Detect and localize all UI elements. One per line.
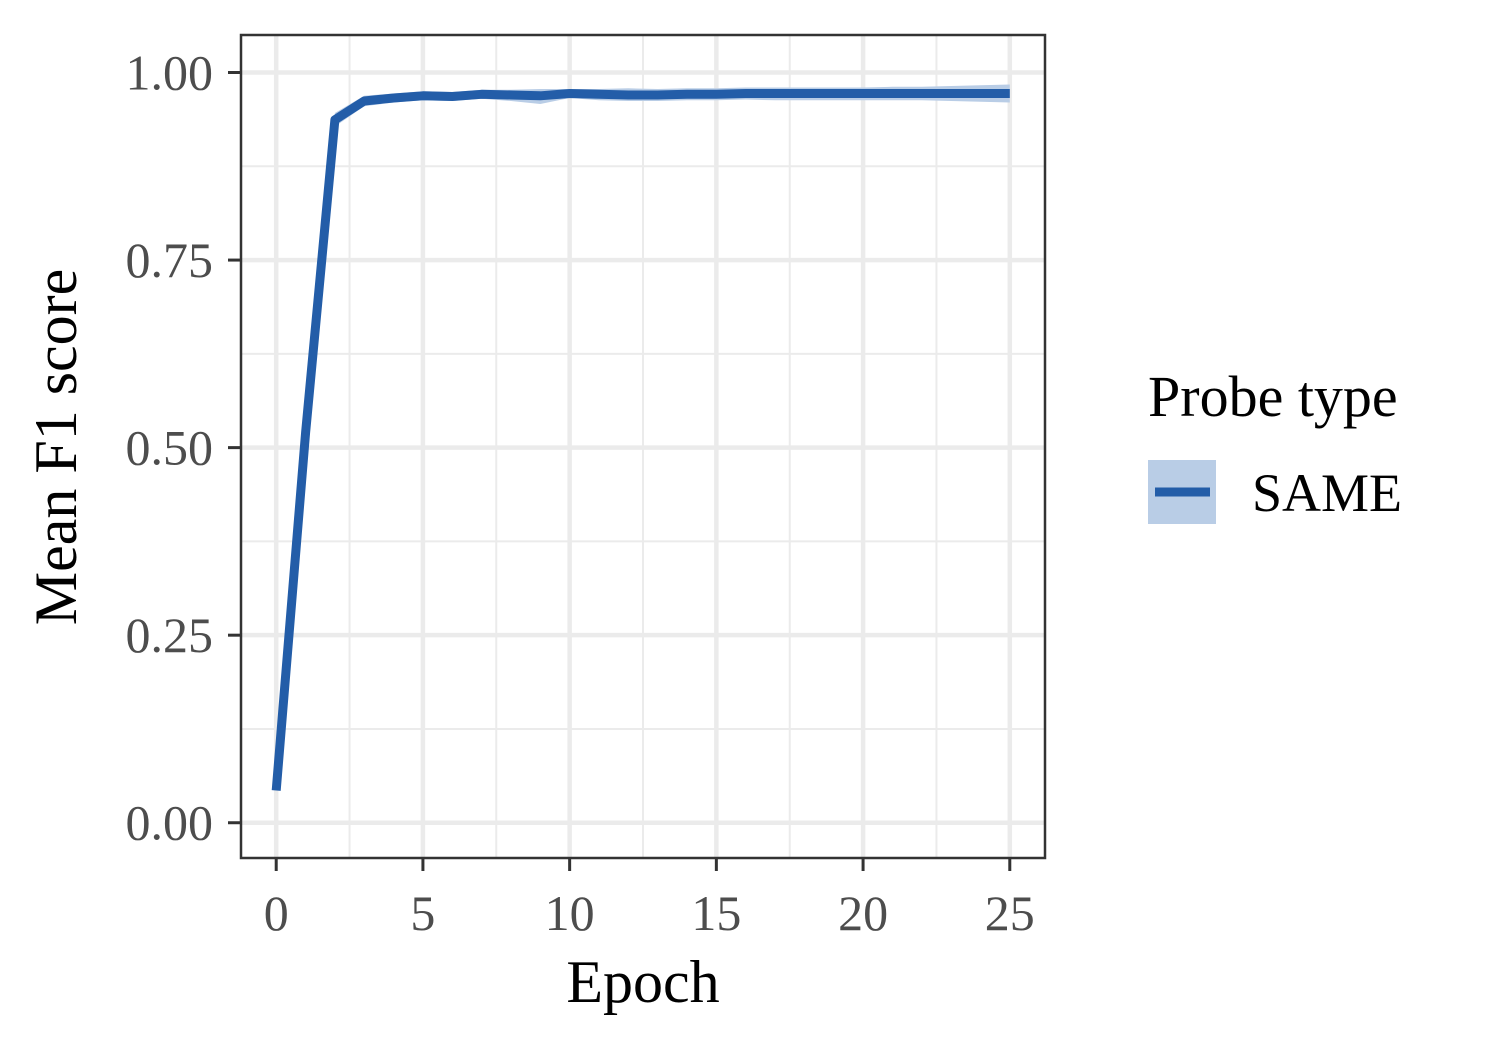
x-tick-label: 5 <box>410 885 435 941</box>
x-axis-title: Epoch <box>566 949 719 1015</box>
series-line-layer <box>271 89 1010 791</box>
y-tick-label: 0.50 <box>126 420 214 476</box>
x-axis-ticks: 0 5 10 15 20 25 <box>264 858 1035 941</box>
legend-title: Probe type <box>1148 364 1398 429</box>
x-tick-label: 10 <box>545 885 595 941</box>
major-gridlines <box>241 35 1045 858</box>
y-axis-title: Mean F1 score <box>23 269 89 626</box>
y-tick-label: 0.00 <box>126 795 214 851</box>
y-axis-ticks: 0.00 0.25 0.50 0.75 1.00 <box>126 45 241 851</box>
x-tick-label: 0 <box>264 885 289 941</box>
x-tick-label: 20 <box>838 885 888 941</box>
x-tick-label: 25 <box>985 885 1035 941</box>
x-tick-label: 15 <box>691 885 741 941</box>
y-tick-label: 0.75 <box>126 232 214 288</box>
y-tick-label: 0.25 <box>126 607 214 663</box>
legend: Probe type SAME <box>1148 364 1402 524</box>
series-line-same <box>271 89 1010 791</box>
y-tick-label: 1.00 <box>126 45 214 101</box>
legend-entry-same: SAME <box>1252 463 1402 523</box>
